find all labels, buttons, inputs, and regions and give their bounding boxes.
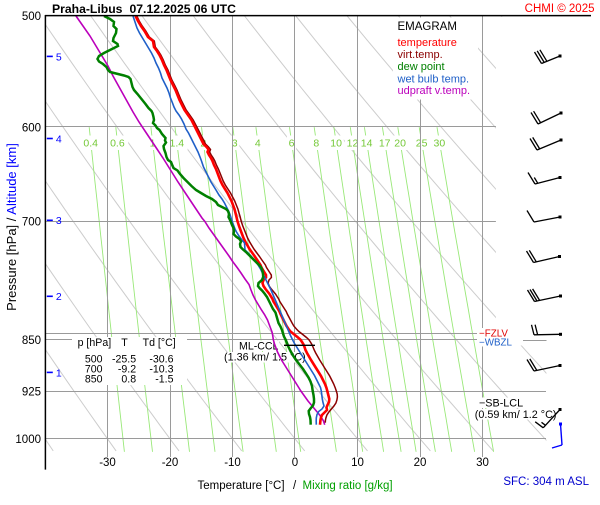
svg-text:3: 3 xyxy=(232,138,238,150)
svg-text:0.4: 0.4 xyxy=(83,138,98,150)
svg-text:p [hPa]: p [hPa] xyxy=(78,337,112,349)
svg-text:1.4: 1.4 xyxy=(169,138,184,150)
svg-text:Mixing ratio [g/kg]: Mixing ratio [g/kg] xyxy=(303,480,393,492)
svg-text:(1.36 km/ 1.5 °C): (1.36 km/ 1.5 °C) xyxy=(224,352,306,364)
svg-text:temperature: temperature xyxy=(398,37,457,49)
svg-text:20: 20 xyxy=(394,138,406,150)
svg-text:17: 17 xyxy=(379,138,391,150)
svg-text:-30.6: -30.6 xyxy=(149,353,173,365)
svg-text:1000: 1000 xyxy=(15,434,41,446)
svg-text:Pressure [hPa] / Altitude [k: Pressure [hPa] / Altitude [km] xyxy=(4,143,19,311)
svg-text:1: 1 xyxy=(56,367,62,379)
svg-text:3: 3 xyxy=(56,215,62,227)
svg-text:07.12.2025 06 UTC: 07.12.2025 06 UTC xyxy=(130,2,237,16)
svg-text:850: 850 xyxy=(85,373,103,385)
svg-text:30: 30 xyxy=(434,138,446,150)
svg-text:Praha-Libus: Praha-Libus xyxy=(52,2,123,16)
svg-text:EMAGRAM: EMAGRAM xyxy=(398,21,457,33)
svg-text:700: 700 xyxy=(22,216,41,228)
svg-text:500: 500 xyxy=(85,353,103,365)
svg-text:10: 10 xyxy=(330,138,342,150)
svg-text:T: T xyxy=(121,337,128,349)
svg-text:udpraft v.temp.: udpraft v.temp. xyxy=(398,85,471,97)
svg-text:ML-CCL: ML-CCL xyxy=(239,341,279,353)
svg-text:20: 20 xyxy=(414,457,427,469)
svg-text:4: 4 xyxy=(56,133,62,145)
svg-text:0.8: 0.8 xyxy=(121,373,136,385)
svg-text:/: / xyxy=(293,480,297,492)
svg-text:SFC: 304 m ASL: SFC: 304 m ASL xyxy=(503,476,589,488)
svg-text:−FZLV: −FZLV xyxy=(479,329,508,340)
svg-text:6: 6 xyxy=(289,138,295,150)
svg-text:850: 850 xyxy=(22,335,41,347)
svg-text:wet bulb temp.: wet bulb temp. xyxy=(397,73,470,85)
svg-text:8: 8 xyxy=(313,138,319,150)
svg-text:0: 0 xyxy=(292,457,298,469)
svg-text:Temperature [°C]: Temperature [°C] xyxy=(198,480,285,492)
svg-text:CHMI © 2025: CHMI © 2025 xyxy=(525,3,595,15)
svg-text:14: 14 xyxy=(361,138,373,150)
svg-text:30: 30 xyxy=(476,457,489,469)
svg-text:-30: -30 xyxy=(99,457,116,469)
svg-text:−SB-LCL: −SB-LCL xyxy=(479,398,523,410)
svg-text:0.6: 0.6 xyxy=(110,138,125,150)
svg-text:5: 5 xyxy=(56,51,62,63)
svg-text:25: 25 xyxy=(416,138,428,150)
svg-text:2: 2 xyxy=(56,291,62,303)
svg-text:Td [°C]: Td [°C] xyxy=(143,337,176,349)
svg-text:-20: -20 xyxy=(162,457,179,469)
svg-text:-9.2: -9.2 xyxy=(118,364,136,376)
svg-text:700: 700 xyxy=(85,364,103,376)
svg-text:12: 12 xyxy=(347,138,359,150)
svg-text:600: 600 xyxy=(22,122,41,134)
svg-text:-25.5: -25.5 xyxy=(112,353,136,365)
svg-text:(0.59 km/ 1.2 °C): (0.59 km/ 1.2 °C) xyxy=(475,409,557,421)
svg-text:500: 500 xyxy=(22,11,41,23)
svg-text:-10: -10 xyxy=(224,457,241,469)
svg-text:-1.5: -1.5 xyxy=(155,373,173,385)
svg-text:4: 4 xyxy=(255,138,261,150)
svg-text:virt.temp.: virt.temp. xyxy=(398,49,443,61)
svg-text:-10.3: -10.3 xyxy=(149,364,173,376)
svg-text:dew point: dew point xyxy=(398,61,445,73)
svg-text:10: 10 xyxy=(351,457,364,469)
svg-text:−WBZL: −WBZL xyxy=(479,338,512,349)
svg-text:925: 925 xyxy=(22,387,41,399)
